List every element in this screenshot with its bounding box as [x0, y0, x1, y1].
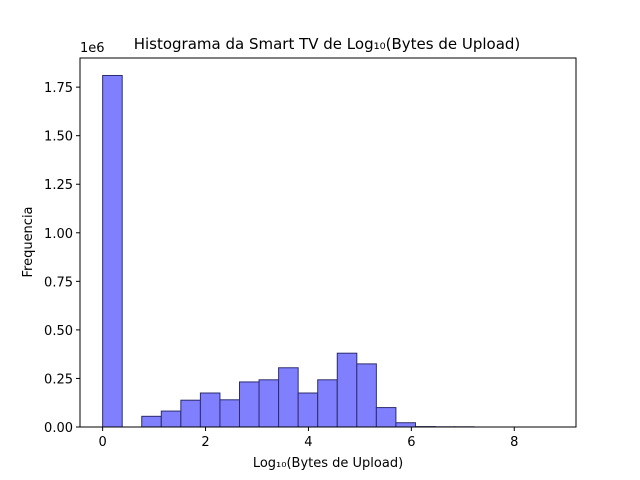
histogram-bar	[395, 422, 416, 428]
histogram-bar	[239, 381, 260, 428]
histogram-bar	[297, 392, 319, 428]
histogram-bar	[219, 399, 241, 428]
y-axis-ticks: 0.00 0.25 0.50 0.75 1.00 1.25 1.50 1.75	[44, 81, 80, 436]
y-tick-label: 1.00	[44, 227, 73, 242]
chart-title: Histograma da Smart TV de Log₁₀(Bytes de…	[134, 35, 521, 53]
histogram-bar	[102, 74, 123, 428]
y-tick-label: 1.25	[44, 178, 73, 193]
x-tick-label: 6	[407, 435, 415, 450]
x-axis-title: Log₁₀(Bytes de Upload)	[253, 456, 403, 471]
histogram-bar	[356, 363, 377, 428]
y-offset-label: 1e6	[80, 41, 105, 56]
histogram-bar	[258, 379, 280, 428]
histogram-bar	[317, 379, 338, 428]
y-axis-title: Frequencia	[21, 206, 36, 277]
histogram-bar	[336, 352, 358, 428]
histogram-bar	[180, 399, 201, 428]
x-tick-label: 8	[510, 435, 518, 450]
histogram-bar	[375, 407, 397, 428]
y-tick-label: 0.50	[44, 324, 73, 339]
y-tick-label: 0.75	[44, 275, 73, 290]
x-tick-label: 0	[98, 435, 106, 450]
bars-group	[102, 74, 475, 428]
histogram-bar	[160, 410, 182, 428]
y-tick-label: 0.00	[44, 421, 73, 436]
histogram-bar	[278, 367, 299, 428]
histogram-bar	[199, 392, 221, 428]
x-axis-ticks: 0 2 4 6 8	[98, 427, 518, 450]
y-tick-label: 1.50	[44, 130, 73, 145]
x-tick-label: 4	[304, 435, 312, 450]
plot-frame	[79, 57, 577, 428]
y-tick-label: 0.25	[44, 372, 73, 387]
y-tick-label: 1.75	[44, 81, 73, 96]
x-tick-label: 2	[201, 435, 209, 450]
histogram-bar	[141, 415, 162, 428]
